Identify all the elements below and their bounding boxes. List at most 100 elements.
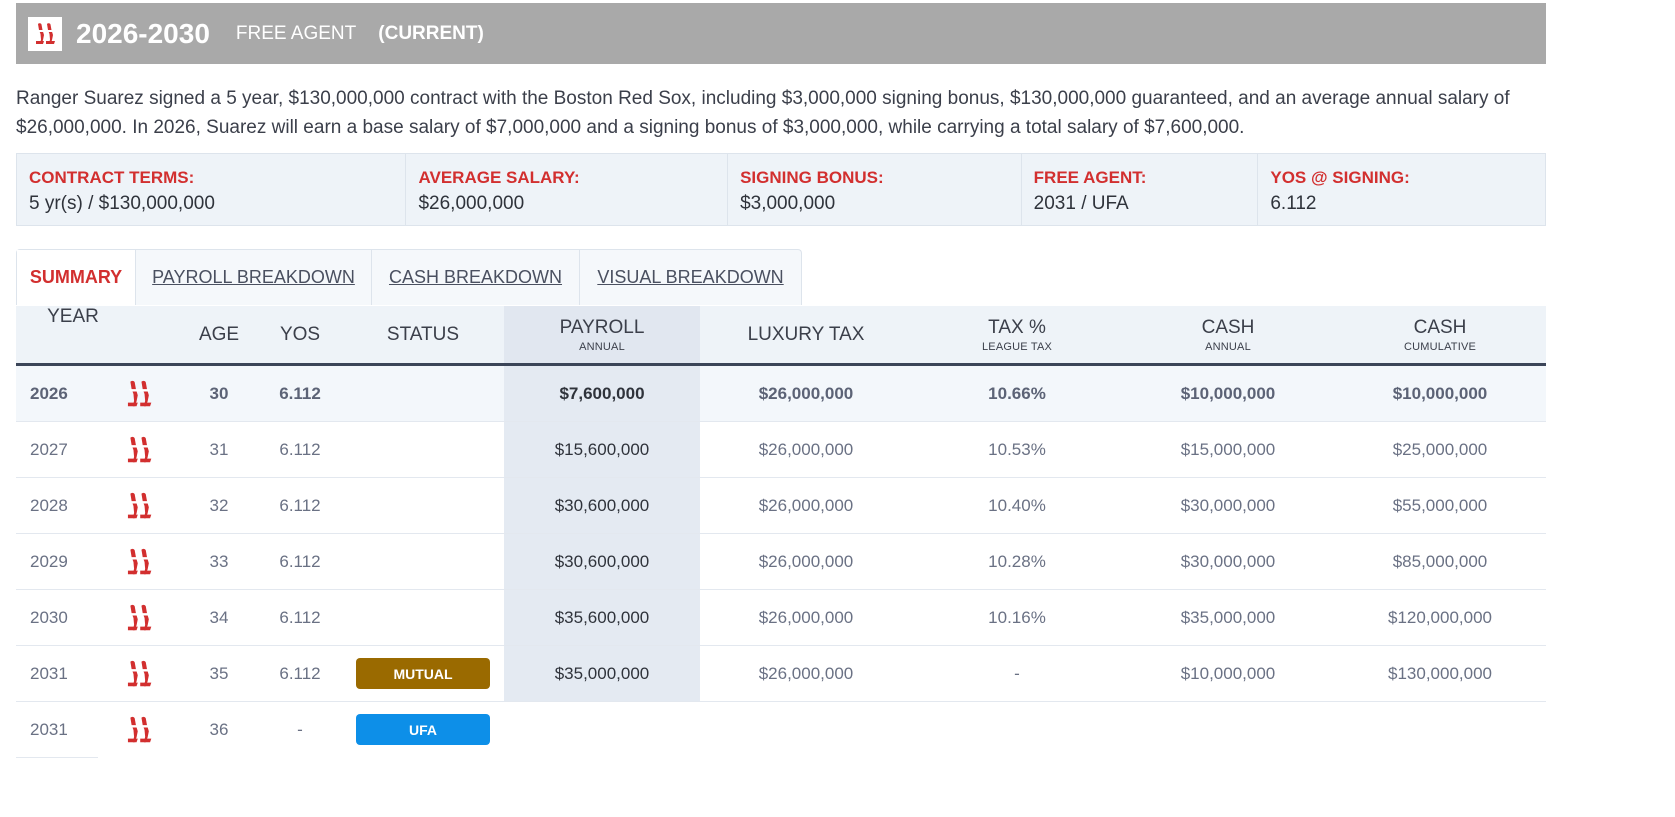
year-cell: 2027 — [30, 439, 68, 459]
term-label: SIGNING BONUS: — [740, 168, 884, 187]
col-age-header[interactable]: AGE — [198, 323, 240, 345]
year-cell: 2031 — [30, 663, 68, 683]
table-row: 2031 35 6.112 MUTUAL $35,000,000 $26,000,000 -… — [16, 646, 1546, 702]
status-badge: MUTUAL — [356, 658, 490, 689]
age-cell: 32 — [209, 495, 229, 515]
cash-cell: $15,000,000 — [1180, 439, 1276, 459]
red-sox-logo-icon — [28, 16, 62, 51]
yos-cell: 6.112 — [279, 607, 321, 627]
status-cell — [354, 534, 492, 589]
cash-cell — [1126, 702, 1330, 757]
term-value: 6.112 — [1270, 193, 1317, 214]
yos-cell: 6.112 — [279, 663, 321, 683]
status-cell — [354, 422, 492, 477]
red-sox-logo-icon — [116, 534, 161, 589]
term-average-salary: AVERAGE SALARY: $26,000,000 — [406, 154, 729, 225]
contract-table: YEAR AGE YOS STATUS PAYROLL ANNUAL LUXURY… — [16, 306, 1546, 757]
contract-terms-bar: CONTRACT TERMS: 5 yr(s) / $130,000,000 A… — [16, 153, 1546, 226]
age-cell: 34 — [209, 607, 229, 627]
tax-pct-cell — [916, 702, 1118, 757]
year-cell: 2031 — [30, 719, 68, 739]
age-cell: 31 — [209, 439, 229, 459]
tax-pct-cell: 10.28% — [988, 551, 1046, 571]
table-header-row: YEAR AGE YOS STATUS PAYROLL ANNUAL LUXURY… — [16, 306, 1546, 366]
table-row: 2031 36 - UFA — [16, 702, 1546, 757]
term-label: AVERAGE SALARY: — [418, 168, 580, 187]
free-agent-label: FREE AGENT — [235, 22, 357, 44]
yos-cell: 6.112 — [279, 495, 321, 515]
term-yos-at-signing: YOS @ SIGNING: 6.112 — [1258, 154, 1545, 225]
luxury-tax-cell: $26,000,000 — [758, 439, 854, 459]
tab-summary[interactable]: SUMMARY — [17, 250, 136, 305]
term-value: 2031 / UFA — [1033, 193, 1129, 214]
table-row: 2029 33 6.112 $30,600,000 $26,000,000 10.28% $… — [16, 534, 1546, 590]
col-year-header[interactable]: YEAR — [47, 306, 99, 327]
table-row: 2030 34 6.112 $35,600,000 $26,000,000 10.16% $… — [16, 590, 1546, 646]
luxury-tax-cell: $26,000,000 — [758, 663, 854, 683]
payroll-cell: $15,600,000 — [504, 422, 700, 477]
table-footer-divider — [16, 757, 98, 758]
age-cell: 30 — [209, 383, 229, 403]
term-value: 5 yr(s) / $130,000,000 — [29, 193, 215, 214]
luxury-tax-cell: $26,000,000 — [758, 495, 854, 515]
col-tax-pct-header[interactable]: TAX % LEAGUE TAX — [981, 316, 1053, 353]
tab-visual-breakdown[interactable]: VISUAL BREAKDOWN — [597, 267, 784, 287]
year-cell: 2028 — [30, 495, 68, 515]
tab-cash-breakdown[interactable]: CASH BREAKDOWN — [372, 250, 580, 305]
tax-pct-cell: 10.66% — [988, 383, 1046, 403]
col-yos-header[interactable]: YOS — [279, 323, 321, 345]
col-luxury-tax-header[interactable]: LUXURY TAX — [747, 323, 865, 345]
yos-cell: 6.112 — [279, 551, 321, 571]
cash-cell: $30,000,000 — [1180, 495, 1276, 515]
table-row: 2027 31 6.112 $15,600,000 $26,000,000 10.53% $… — [16, 422, 1546, 478]
cash-cell: $10,000,000 — [1180, 663, 1276, 683]
col-payroll-header[interactable]: PAYROLL ANNUAL — [504, 306, 700, 363]
luxury-tax-cell: $26,000,000 — [758, 607, 854, 627]
payroll-cell: $30,600,000 — [504, 478, 700, 533]
year-cell: 2029 — [30, 551, 68, 571]
yos-cell: 6.112 — [279, 383, 321, 403]
cash-cumulative-cell: $130,000,000 — [1388, 663, 1492, 683]
table-row: 2026 30 6.112 $7,600,000 $26,000,000 10.66% $1… — [16, 366, 1546, 422]
contract-years: 2026-2030 — [76, 17, 210, 49]
status-cell — [354, 590, 492, 645]
cash-cumulative-cell: $85,000,000 — [1392, 551, 1488, 571]
cash-cumulative-cell: $25,000,000 — [1392, 439, 1488, 459]
cash-cell: $30,000,000 — [1180, 551, 1276, 571]
tax-pct-cell: 10.53% — [988, 439, 1046, 459]
current-label: (CURRENT) — [378, 22, 484, 44]
payroll-cell: $35,000,000 — [504, 646, 700, 701]
luxury-tax-cell — [702, 702, 910, 757]
cash-cumulative-cell: $55,000,000 — [1392, 495, 1488, 515]
term-free-agent: FREE AGENT: 2031 / UFA — [1022, 154, 1259, 225]
cash-cell: $35,000,000 — [1180, 607, 1276, 627]
col-cash-header[interactable]: CASH ANNUAL — [1201, 316, 1255, 353]
age-cell: 33 — [209, 551, 229, 571]
status-cell — [354, 478, 492, 533]
col-status-header[interactable]: STATUS — [386, 323, 460, 345]
cash-cumulative-cell — [1338, 702, 1542, 757]
tax-pct-cell: - — [1014, 663, 1020, 683]
cash-cumulative-cell: $120,000,000 — [1388, 607, 1492, 627]
cash-cell: $10,000,000 — [1180, 383, 1276, 403]
year-cell: 2026 — [30, 383, 68, 403]
age-cell: 36 — [209, 719, 229, 739]
col-cash-cumulative-header[interactable]: CASH CUMULATIVE — [1403, 316, 1477, 353]
payroll-cell: $30,600,000 — [504, 534, 700, 589]
tab-payroll-breakdown[interactable]: PAYROLL BREAKDOWN — [136, 250, 372, 305]
luxury-tax-cell: $26,000,000 — [758, 383, 854, 403]
red-sox-logo-icon — [116, 422, 161, 477]
age-cell: 35 — [209, 663, 229, 683]
contract-header: 2026-2030 FREE AGENT (CURRENT) — [16, 3, 1546, 64]
term-signing-bonus: SIGNING BONUS: $3,000,000 — [728, 154, 1022, 225]
cash-cumulative-cell: $10,000,000 — [1392, 383, 1488, 403]
red-sox-logo-icon — [116, 478, 161, 533]
status-cell: MUTUAL — [354, 646, 492, 701]
year-cell: 2030 — [30, 607, 68, 627]
payroll-cell: $7,600,000 — [504, 366, 700, 421]
term-label: FREE AGENT: — [1033, 168, 1147, 187]
status-cell: UFA — [354, 702, 492, 757]
contract-description: Ranger Suarez signed a 5 year, $130,000,… — [16, 88, 1510, 138]
term-label: CONTRACT TERMS: — [29, 168, 195, 187]
payroll-cell: $35,600,000 — [504, 590, 700, 645]
